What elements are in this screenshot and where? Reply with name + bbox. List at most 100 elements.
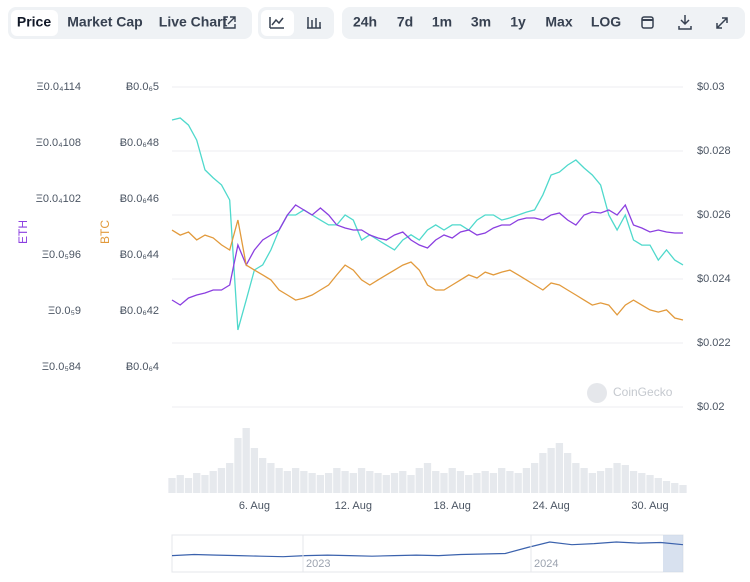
- volume-bar: [547, 448, 555, 493]
- volume-bar: [407, 475, 415, 493]
- volume-bar: [176, 475, 184, 493]
- range-button[interactable]: 3m: [471, 14, 491, 30]
- range-group: [342, 7, 745, 39]
- btc-tick-label: Ƀ0.0₆42: [120, 305, 159, 317]
- range-button[interactable]: 24h: [353, 14, 377, 30]
- x-tick-label: 18. Aug: [434, 500, 471, 512]
- x-tick-label: 6. Aug: [239, 500, 270, 512]
- tab[interactable]: Live Chart: [159, 14, 228, 30]
- volume-bar: [563, 453, 572, 493]
- x-tick-label: 30. Aug: [631, 500, 668, 512]
- line-icon: [269, 17, 284, 29]
- eth-tick-label: Ξ0.0₄114: [37, 81, 81, 93]
- tab[interactable]: Price: [17, 14, 51, 30]
- external-icon: [223, 16, 236, 29]
- volume-bar: [489, 473, 498, 493]
- volume-bar: [465, 475, 473, 493]
- usd-tick-label: $0.02: [697, 401, 725, 413]
- navigator-selection[interactable]: [663, 535, 683, 572]
- btc-tick-label: Ƀ0.0₆48: [120, 137, 159, 149]
- tab-group: [8, 7, 252, 39]
- range-button[interactable]: 1y: [510, 14, 526, 30]
- watermark: CoinGecko: [613, 385, 673, 399]
- volume-bar: [539, 453, 547, 493]
- volume-bar: [357, 468, 366, 493]
- volume-bar: [572, 463, 580, 493]
- volume-bar: [432, 471, 440, 493]
- eth-tick-label: Ξ0.0₅84: [42, 361, 81, 373]
- volume-bar: [217, 468, 226, 493]
- usd-tick-label: $0.024: [697, 273, 731, 285]
- volume-bar: [324, 473, 333, 493]
- volume-bar: [679, 485, 687, 493]
- line-type-button[interactable]: [261, 10, 294, 36]
- volume-bar: [440, 473, 448, 493]
- range-button[interactable]: Max: [545, 14, 572, 30]
- tab[interactable]: Market Cap: [67, 14, 142, 30]
- btc-tick-label: Ƀ0.0₆5: [126, 81, 159, 93]
- volume-bar: [300, 471, 308, 493]
- volume-bar: [168, 478, 176, 493]
- eth-tick-label: Ξ0.0₅9: [48, 305, 81, 317]
- volume-bar: [514, 473, 522, 493]
- download-icon[interactable]: [678, 15, 692, 30]
- volume-bar: [555, 443, 564, 493]
- volume-bar: [596, 471, 605, 493]
- volume-bar: [522, 468, 531, 493]
- volume-bar: [498, 468, 506, 493]
- volume-bar: [580, 468, 588, 493]
- volume-bar: [481, 471, 489, 493]
- volume-bar: [415, 468, 423, 493]
- volume-bar: [316, 475, 325, 493]
- btc-axis-title: BTC: [98, 220, 112, 244]
- watermark-logo: [587, 383, 607, 403]
- candle-icon[interactable]: [307, 17, 321, 29]
- volume-bar: [267, 463, 275, 493]
- volume-bar: [654, 478, 662, 493]
- volume-bar: [399, 471, 407, 493]
- volume-bar: [259, 458, 267, 493]
- navigator-label: 2023: [306, 558, 330, 570]
- btc-tick-label: Ƀ0.0₆4: [126, 361, 159, 373]
- usd-tick-label: $0.03: [697, 81, 725, 93]
- price-line: [171, 219, 684, 321]
- volume-bar: [209, 471, 217, 493]
- x-tick-label: 24. Aug: [532, 500, 569, 512]
- usd-tick-label: $0.026: [697, 209, 731, 221]
- volume-bar: [473, 473, 481, 493]
- volume-bar: [333, 468, 341, 493]
- volume-bar: [671, 483, 679, 493]
- volume-bar: [366, 471, 374, 493]
- usd-tick-label: $0.022: [697, 337, 731, 349]
- volume-bar: [226, 463, 234, 493]
- volume-bar: [530, 463, 539, 493]
- volume-bar: [275, 468, 283, 493]
- range-button[interactable]: LOG: [591, 14, 621, 30]
- calendar-icon[interactable]: [641, 16, 654, 29]
- usd-tick-label: $0.028: [697, 145, 731, 157]
- volume-bar: [588, 473, 596, 493]
- fullscreen-icon[interactable]: [716, 17, 728, 29]
- volume-bar: [341, 471, 349, 493]
- volume-bar: [308, 473, 316, 493]
- volume-bar: [374, 473, 382, 493]
- volume-bar: [613, 463, 621, 493]
- volume-bar: [423, 463, 432, 493]
- volume-bar: [201, 475, 209, 493]
- volume-bar: [448, 468, 456, 493]
- navigator-frame: [171, 534, 684, 573]
- volume-bar: [456, 471, 465, 493]
- navigator-line: [171, 541, 684, 558]
- volume-bar: [390, 473, 399, 493]
- volume-bar: [506, 471, 514, 493]
- price-line: [171, 117, 684, 331]
- volume-bar: [184, 478, 193, 493]
- volume-bar: [283, 471, 292, 493]
- volume-bar: [291, 468, 300, 493]
- volume-bar: [629, 471, 638, 493]
- volume-bar: [250, 448, 259, 493]
- range-button[interactable]: 1m: [432, 14, 452, 30]
- volume-bar: [382, 475, 390, 493]
- range-button[interactable]: 7d: [397, 14, 413, 30]
